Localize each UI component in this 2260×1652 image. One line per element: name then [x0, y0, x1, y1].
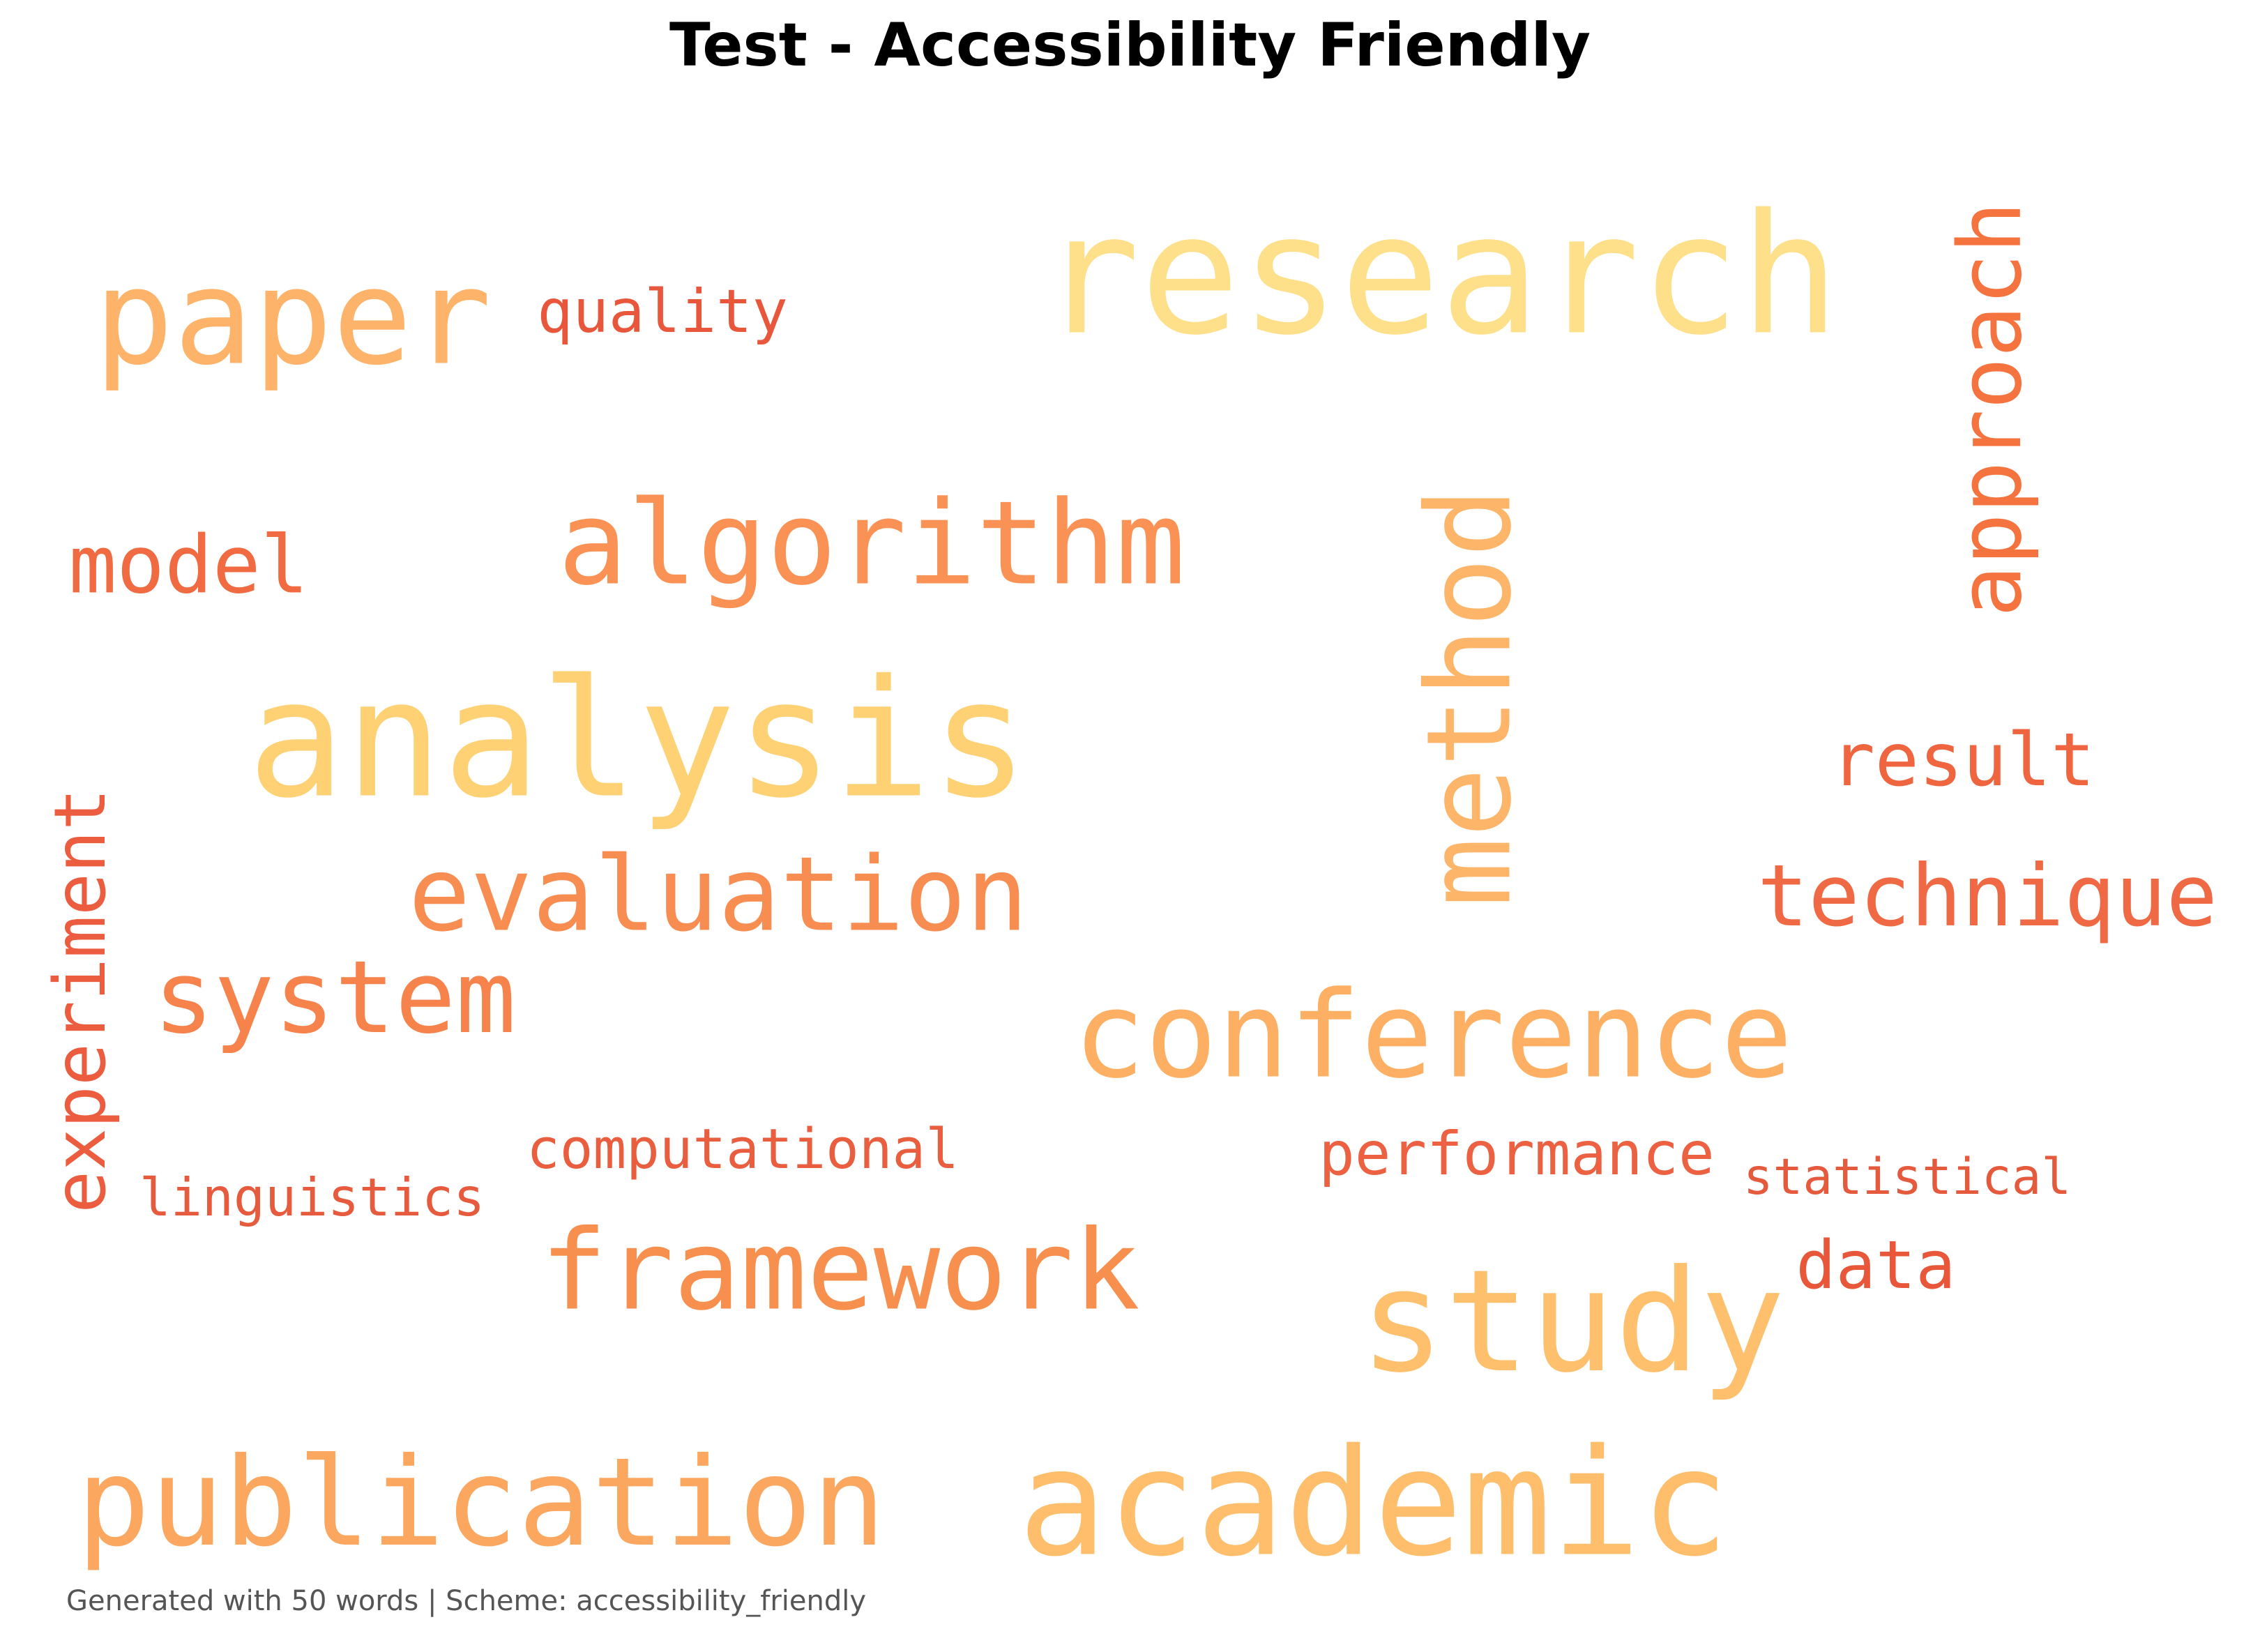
word-method: method [1402, 487, 1538, 907]
word-academic: academic [1018, 1417, 1729, 1589]
word-data: data [1796, 1227, 1955, 1304]
word-performance: performance [1319, 1119, 1714, 1189]
word-analysis: analysis [248, 645, 1029, 834]
word-paper: paper [94, 241, 492, 395]
word-technique: technique [1757, 847, 2217, 946]
word-framework: framework [540, 1207, 1140, 1335]
word-research: research [1040, 179, 1840, 372]
word-approach: approach [1941, 202, 2041, 617]
word-statistical: statistical [1743, 1148, 2071, 1206]
word-algorithm: algorithm [558, 477, 1185, 612]
chart-title: Test - Accessibility Friendly [669, 10, 1591, 80]
word-result: result [1831, 718, 2095, 803]
word-evaluation: evaluation [409, 835, 1029, 955]
word-system: system [153, 939, 516, 1056]
word-publication: publication [77, 1432, 886, 1574]
word-linguistics: linguistics [139, 1167, 485, 1228]
word-study: study [1360, 1239, 1785, 1404]
footer-caption: Generated with 50 words | Scheme: access… [66, 1585, 867, 1617]
word-experiment: experiment [39, 788, 121, 1213]
word-computational: computational [526, 1116, 959, 1181]
word-model: model [68, 519, 308, 612]
word-conference: conference [1073, 967, 1793, 1105]
word-quality: quality [537, 278, 788, 347]
